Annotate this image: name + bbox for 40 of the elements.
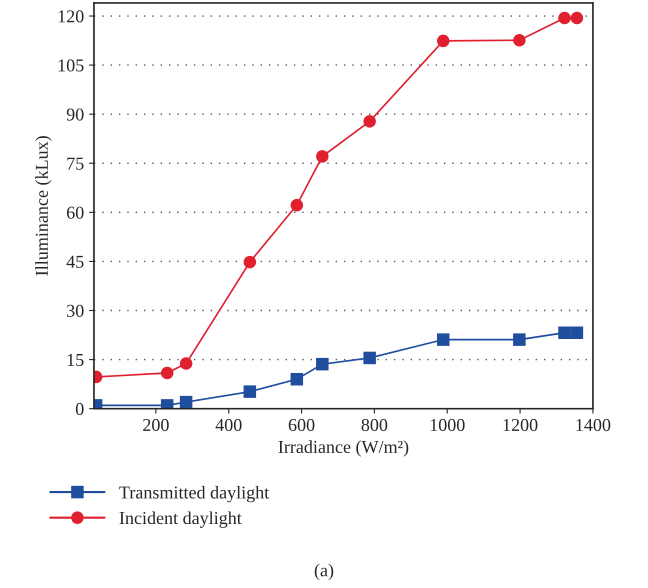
x-tick-label: 1200 (504, 418, 538, 432)
x-tick-label: 400 (216, 418, 242, 432)
point (244, 256, 256, 268)
point (290, 372, 304, 386)
point (570, 12, 584, 24)
point (558, 326, 571, 339)
y-tick-label: 75 (67, 158, 84, 170)
y-tick-label: 15 (68, 354, 84, 366)
point (160, 366, 174, 380)
point (436, 34, 450, 48)
point (180, 396, 192, 408)
y-tick-label: 90 (66, 108, 84, 121)
legend-label: Incident daylight (120, 511, 242, 528)
text: (a) (314, 564, 334, 580)
x-tick-label: 200 (143, 418, 169, 432)
point (436, 333, 450, 346)
y-tick-label: 0 (76, 402, 84, 416)
y-axis-title: Illuminance (kLux) (35, 136, 52, 276)
x-tick-label: 600 (288, 418, 314, 432)
point (290, 198, 304, 212)
point (316, 150, 329, 163)
x-tick-label: 800 (362, 418, 388, 432)
point (363, 115, 376, 128)
point (513, 333, 526, 346)
y-tick-label: 105 (58, 59, 84, 72)
x-tick-label: 1000 (430, 418, 465, 432)
point (244, 385, 256, 398)
point (570, 326, 584, 339)
x-axis-title: Irradiance (W/m²) (278, 440, 408, 457)
point (363, 352, 376, 364)
y-tick-label: 60 (66, 206, 84, 219)
point (558, 12, 571, 24)
x-tick-label: 1400 (576, 418, 610, 432)
legend-label: Transmitted daylight (119, 486, 270, 502)
y-tick-label: 30 (67, 304, 84, 317)
y-tick-label: 45 (66, 256, 84, 268)
point (180, 357, 192, 370)
point (513, 34, 526, 46)
y-tick-label: 120 (58, 10, 84, 22)
point (316, 358, 329, 370)
